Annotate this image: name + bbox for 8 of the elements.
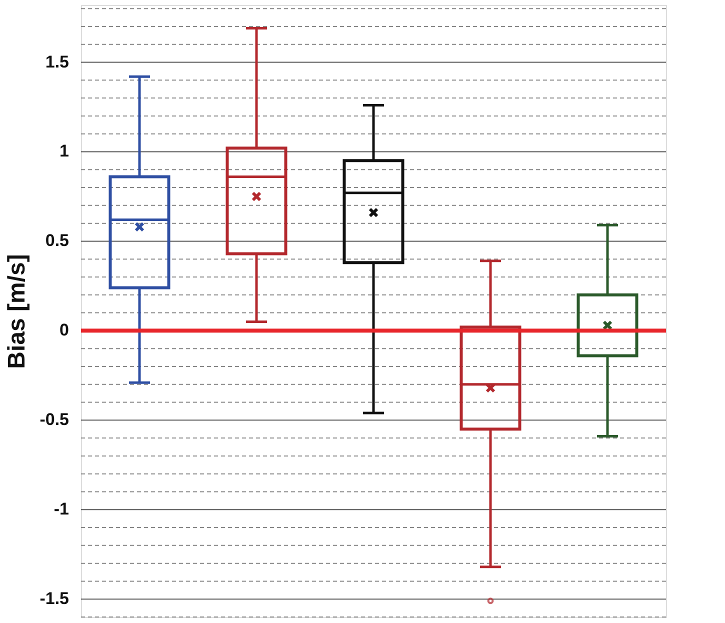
y-axis-title: Bias [m/s] bbox=[4, 254, 30, 369]
y-tick-label: -1 bbox=[54, 500, 69, 519]
y-tick-label: 1 bbox=[60, 142, 69, 161]
y-tick-label: 1.5 bbox=[45, 52, 69, 72]
y-tick-label: -0.5 bbox=[40, 410, 69, 430]
y-tick-label: 0.5 bbox=[45, 231, 69, 250]
y-tick-label: -1.5 bbox=[40, 589, 69, 608]
y-tick-label: 0 bbox=[60, 320, 69, 340]
